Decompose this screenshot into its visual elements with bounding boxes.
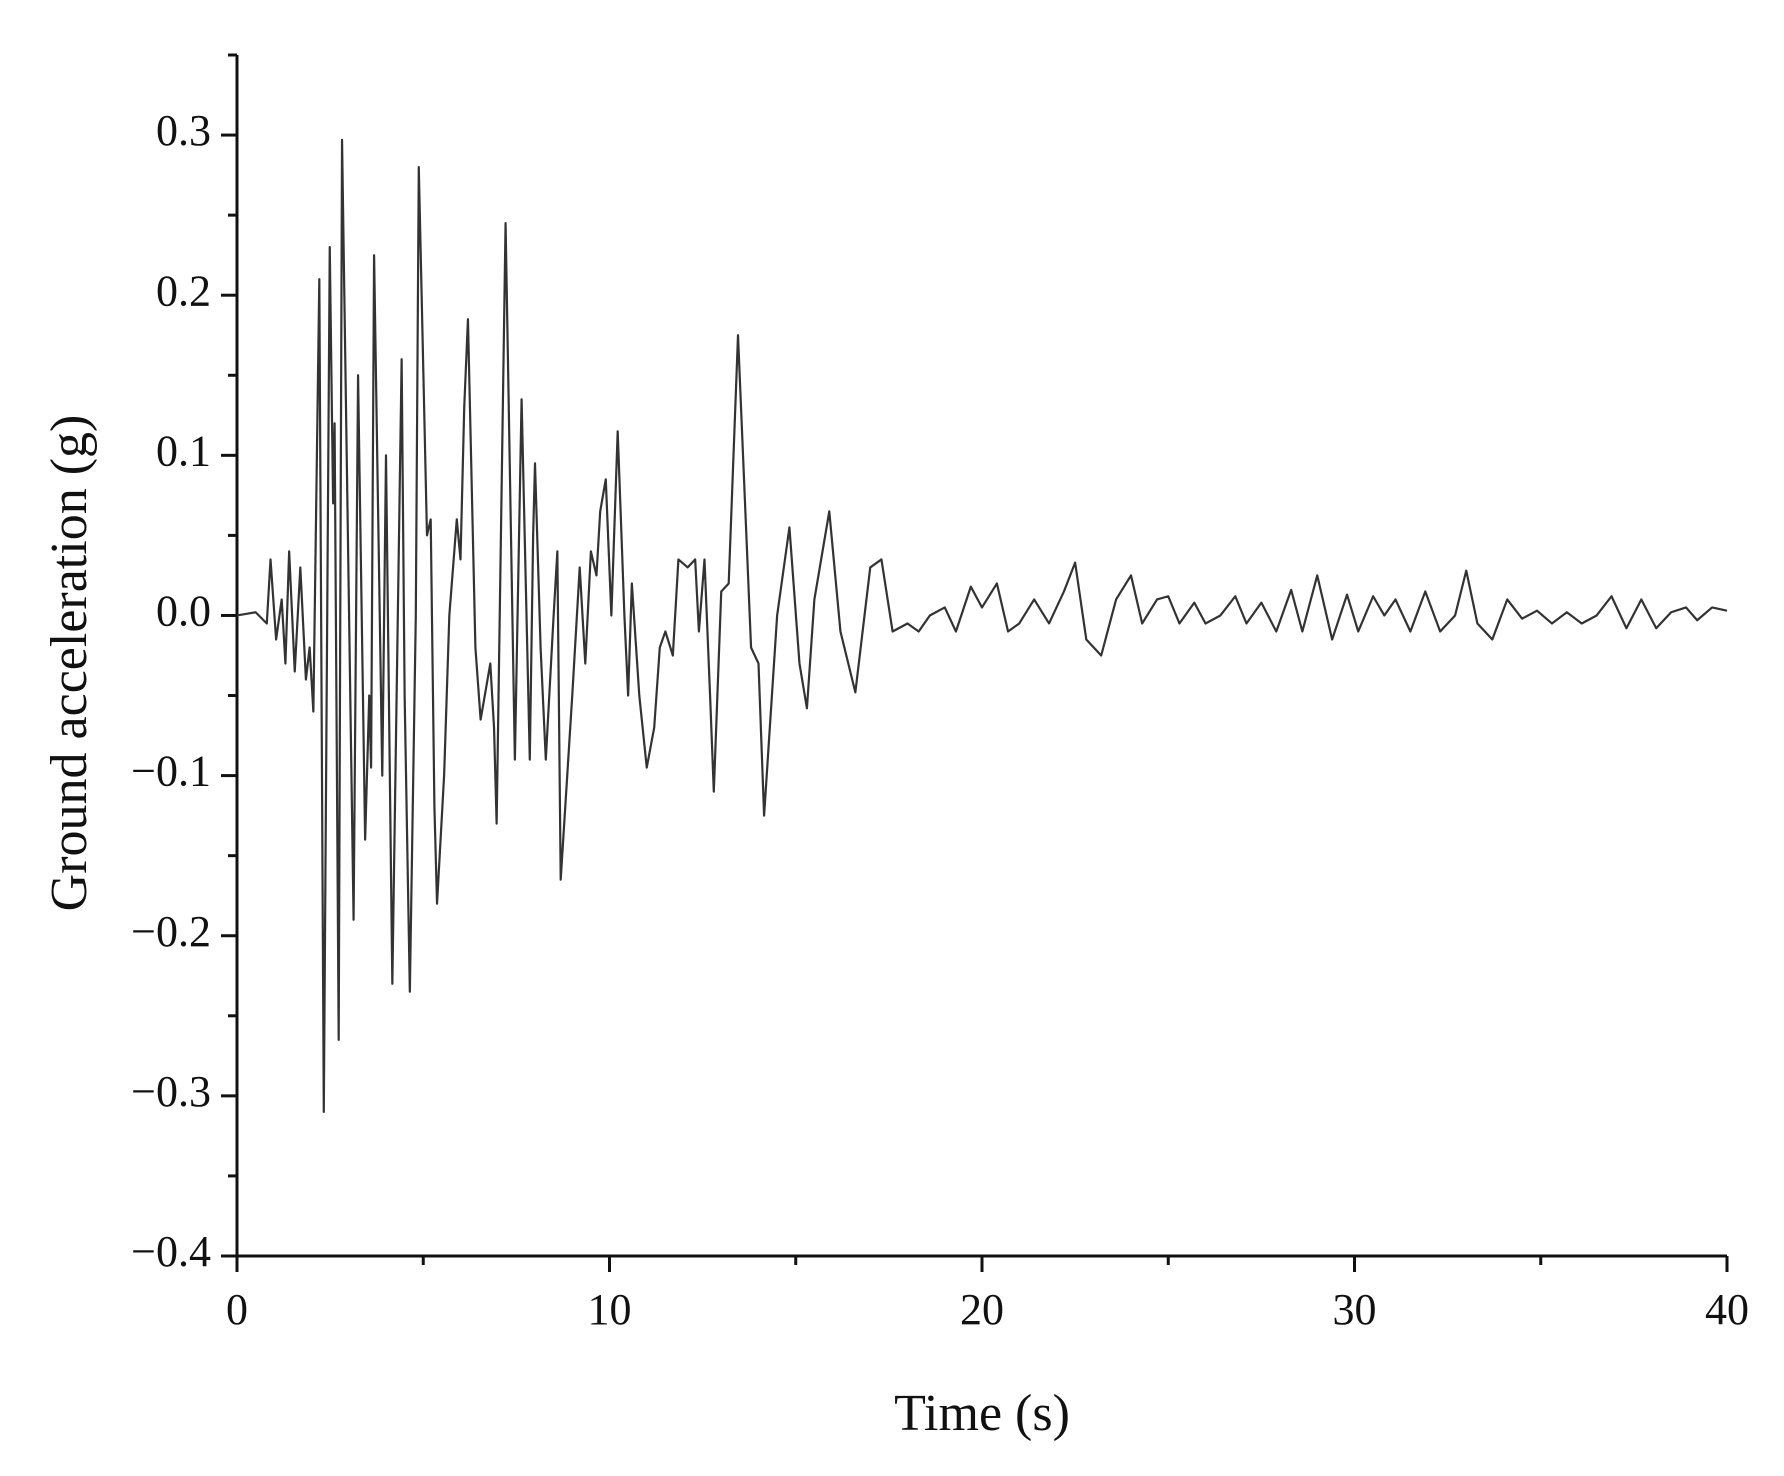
- y-tick-label: −0.4: [131, 1227, 211, 1276]
- x-tick-label: 20: [960, 1285, 1004, 1334]
- x-tick-label: 10: [588, 1285, 632, 1334]
- y-tick-label: 0.2: [156, 266, 211, 315]
- x-tick-label: 30: [1333, 1285, 1377, 1334]
- y-tick-label: 0.3: [156, 106, 211, 155]
- x-tick-label: 0: [226, 1285, 248, 1334]
- y-tick-label: −0.2: [131, 907, 211, 956]
- y-axis-title: Ground acceleration (g): [41, 415, 98, 912]
- y-tick-label: 0.1: [156, 426, 211, 475]
- x-tick-label: 40: [1705, 1285, 1749, 1334]
- x-axis-title: Time (s): [894, 1385, 1070, 1442]
- y-tick-label: −0.3: [131, 1067, 211, 1116]
- y-tick-label: 0.0: [156, 587, 211, 636]
- acceleration-line: [236, 138, 1728, 1113]
- y-tick-label: −0.1: [131, 747, 211, 796]
